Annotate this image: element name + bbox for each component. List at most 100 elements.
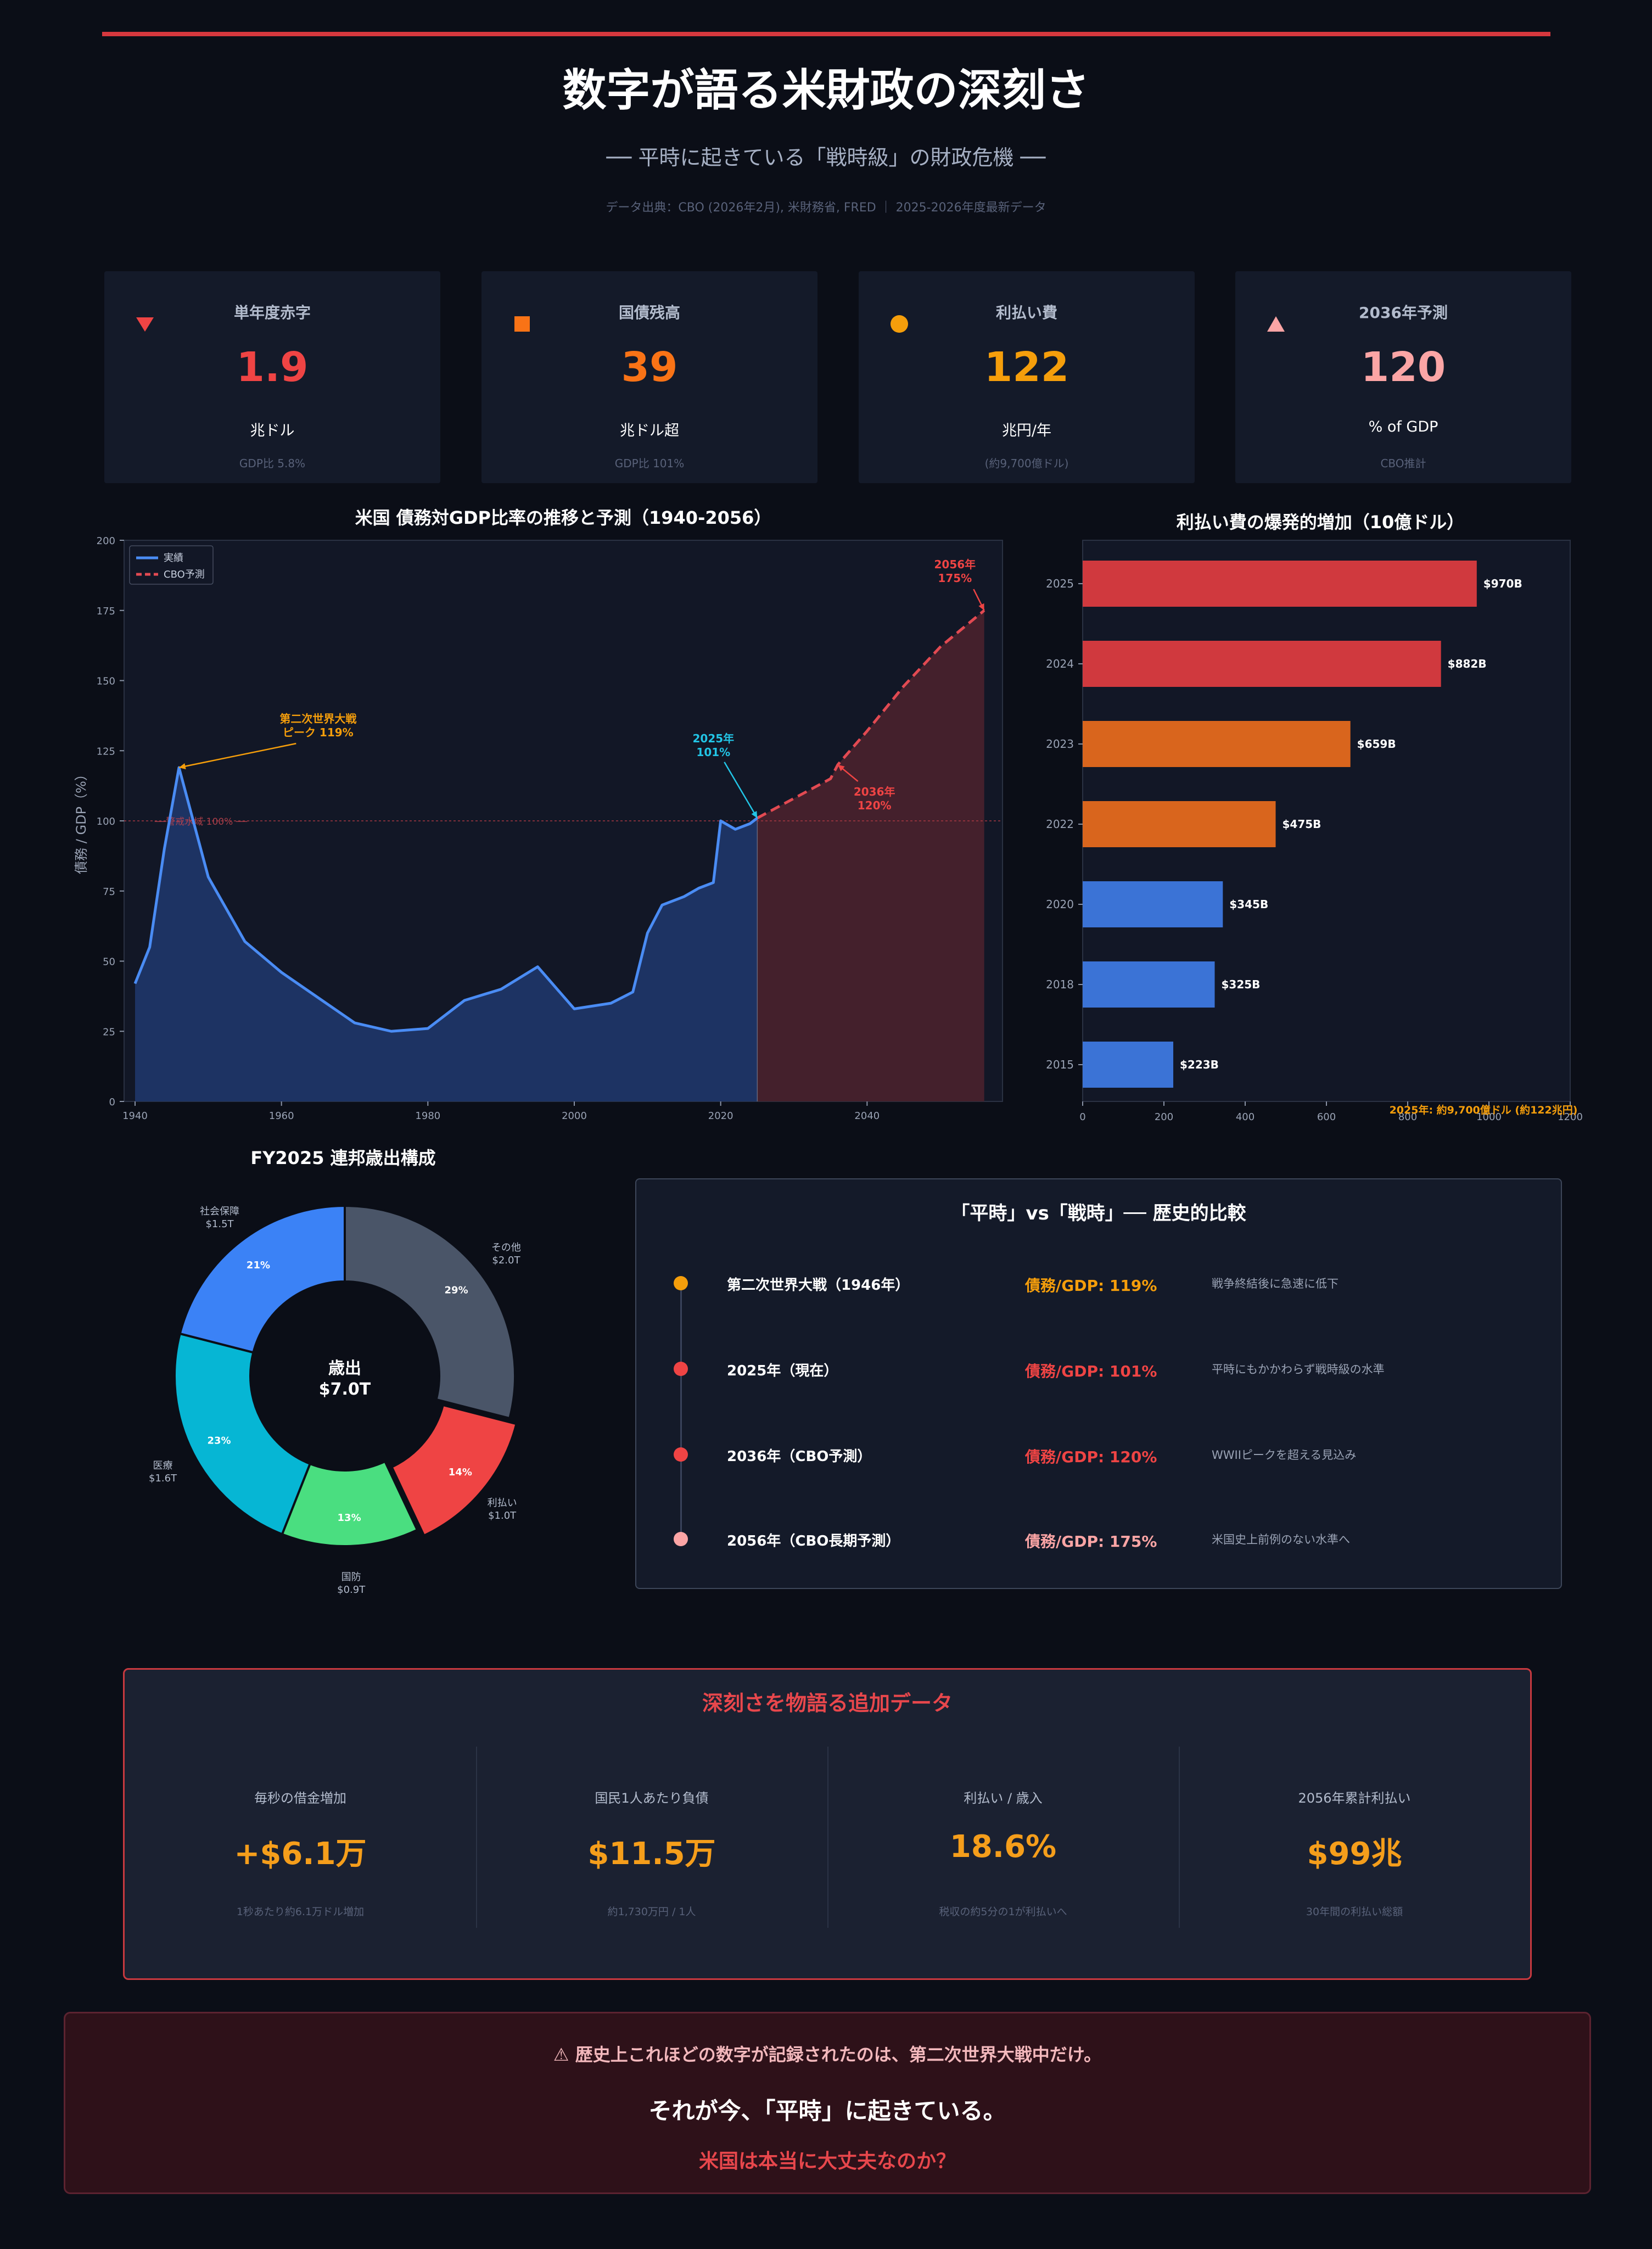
slice-name-label: 利払い bbox=[488, 1497, 517, 1509]
conclusion-question: 米国は本当に大丈夫なのか？ bbox=[698, 2150, 956, 2173]
annotation-arrowhead bbox=[838, 764, 845, 771]
annotation-label: 101% bbox=[696, 746, 730, 759]
forecast-area-fill bbox=[757, 610, 984, 1101]
forecast-series-line bbox=[757, 609, 985, 820]
timeline-row: 2025年（現在） 債務/GDP: 101% 平時にもかかわらず戦時級の水準 bbox=[636, 1352, 1561, 1385]
spending-chart-title: FY2025 連邦歳出構成 bbox=[250, 1148, 436, 1168]
slice-name-label: その他 bbox=[491, 1242, 521, 1254]
slice-amount-label: $0.9T bbox=[337, 1584, 366, 1596]
timeline-row: 2056年（CBO長期予測） 債務/GDP: 175% 米国史上前例のない水準へ bbox=[636, 1522, 1561, 1555]
annotation-arrowhead bbox=[179, 763, 186, 770]
category-label: 2025 bbox=[1046, 577, 1074, 590]
additional-data-title: 深刻さを物語る追加データ bbox=[702, 1691, 953, 1715]
stat-divider bbox=[476, 1747, 477, 1928]
x-tick-label: 1200 bbox=[1558, 1111, 1583, 1123]
bar bbox=[1083, 721, 1351, 767]
x-tick-label: 1940 bbox=[122, 1110, 148, 1122]
x-tick-label: 1960 bbox=[269, 1110, 294, 1122]
x-tick-label: 800 bbox=[1398, 1111, 1417, 1123]
x-tick-label: 1000 bbox=[1476, 1111, 1502, 1123]
donut-slice bbox=[390, 1403, 518, 1537]
x-tick-label: 2040 bbox=[854, 1110, 880, 1122]
x-tick-label: 1980 bbox=[415, 1110, 440, 1122]
donut-slice bbox=[178, 1204, 346, 1354]
slice-percent-label: 23% bbox=[207, 1435, 231, 1447]
kpi-value: 122 bbox=[984, 344, 1069, 391]
stat-label: 2056年累計利払い bbox=[1298, 1791, 1411, 1806]
y-tick-label: 150 bbox=[97, 676, 115, 687]
x-tick-label: 400 bbox=[1236, 1111, 1255, 1123]
timeline-event: 2025年（現在） bbox=[727, 1363, 838, 1379]
stat-column: 国民1人あたり負債 $11.5万 約1,730万円 / 1人 bbox=[476, 1747, 827, 1928]
category-label: 2020 bbox=[1046, 898, 1074, 911]
additional-data-panel: 深刻さを物語る追加データ 毎秒の借金増加 +$6.1万 1秒あたり約6.1万ドル… bbox=[123, 1668, 1532, 1980]
stat-label: 利払い / 歳入 bbox=[964, 1791, 1043, 1806]
kpi-unit: % of GDP bbox=[1368, 418, 1438, 435]
bar-value-label: $223B bbox=[1180, 1058, 1219, 1071]
category-label: 2023 bbox=[1046, 737, 1074, 751]
y-tick-label: 50 bbox=[103, 956, 115, 968]
x-tick-label: 600 bbox=[1317, 1111, 1336, 1123]
interest-chart-title: 利払い費の爆発的増加（10億ドル） bbox=[1176, 512, 1465, 533]
stat-note: 約1,730万円 / 1人 bbox=[607, 1906, 696, 1918]
bar-value-label: $325B bbox=[1222, 978, 1261, 991]
stat-divider bbox=[827, 1747, 828, 1928]
bar-value-label: $345B bbox=[1229, 898, 1268, 911]
kpi-note: (約9,700億ドル) bbox=[984, 457, 1069, 470]
kpi-value: 120 bbox=[1360, 344, 1446, 391]
timeline-dot bbox=[674, 1532, 688, 1546]
annotation-arrow bbox=[178, 742, 296, 769]
slice-name-label: 社会保障 bbox=[200, 1206, 239, 1217]
annotation-label: 2036年 bbox=[854, 785, 895, 798]
annotation-arrow bbox=[724, 762, 758, 819]
annotation-arrowhead bbox=[978, 603, 984, 611]
timeline-row: 第二次世界大戦（1946年） 債務/GDP: 119% 戦争終結後に急速に低下 bbox=[636, 1266, 1561, 1299]
actual-series-line bbox=[133, 766, 758, 1033]
bar bbox=[1083, 561, 1477, 607]
conclusion-warning: ⚠ 歴史上これほどの数字が記録されたのは、第二次世界大戦中だけ。 bbox=[553, 2044, 1102, 2065]
debt-to-gdp-chart: 0 25 50 75 100 125 150 175 200 1940 1960 1980 2000 20… bbox=[74, 535, 1003, 1122]
kpi-unit: 兆ドル bbox=[250, 422, 295, 439]
timeline-note: WWIIピークを超える見込み bbox=[1212, 1448, 1357, 1462]
timeline-stat: 債務/GDP: 101% bbox=[1025, 1362, 1157, 1380]
timeline-note: 戦争終結後に急速に低下 bbox=[1212, 1277, 1339, 1290]
header-accent-line bbox=[102, 32, 1550, 36]
slice-percent-label: 29% bbox=[445, 1284, 468, 1296]
slice-name-label: 国防 bbox=[341, 1571, 361, 1583]
y-tick-label: 75 bbox=[103, 886, 115, 898]
category-label: 2015 bbox=[1046, 1058, 1074, 1071]
kpi-card-debt: 国債残高 39 兆ドル超 GDP比 101% bbox=[481, 271, 817, 483]
timeline-note: 平時にもかかわらず戦時級の水準 bbox=[1212, 1363, 1385, 1376]
kpi-unit: 兆円/年 bbox=[1001, 422, 1052, 439]
y-tick-label: 100 bbox=[97, 816, 115, 827]
conclusion-statement: それが今、「平時」に起きている。 bbox=[648, 2097, 1006, 2124]
stat-value: +$6.1万 bbox=[234, 1836, 367, 1872]
timeline-dot bbox=[674, 1447, 688, 1462]
annotation-label: 175% bbox=[938, 572, 972, 585]
bar bbox=[1083, 961, 1215, 1008]
kpi-label: 2036年予測 bbox=[1359, 304, 1448, 322]
category-label: 2024 bbox=[1046, 657, 1074, 670]
stat-divider bbox=[1179, 1747, 1180, 1928]
slice-percent-label: 21% bbox=[247, 1260, 270, 1271]
stat-column: 利払い / 歳入 18.6% 税収の約5分の1が利払いへ bbox=[827, 1747, 1179, 1928]
kpi-label: 単年度赤字 bbox=[233, 304, 311, 322]
actual-area-fill bbox=[135, 767, 758, 1101]
kpi-card-interest: 利払い費 122 兆円/年 (約9,700億ドル) bbox=[859, 271, 1195, 483]
interest-bar-chart: 2025 $970B 2024 $882B 2023 $659B 2022 $475B 2020… bbox=[1046, 540, 1583, 1123]
data-source-note: データ出典：CBO (2026年2月), 米財務省, FRED ｜ 2025-2… bbox=[606, 201, 1046, 215]
timeline-line bbox=[680, 1289, 682, 1542]
stat-note: 30年間の利払い総額 bbox=[1306, 1906, 1403, 1918]
bar-value-label: $882B bbox=[1448, 657, 1487, 670]
comparison-title: 「平時」vs「戦時」── 歴史的比較 bbox=[951, 1202, 1246, 1224]
kpi-card-deficit: 単年度赤字 1.9 兆ドル GDP比 5.8% bbox=[104, 271, 440, 483]
bar-value-label: $659B bbox=[1357, 737, 1396, 751]
stat-label: 国民1人あたり負債 bbox=[595, 1791, 709, 1806]
x-tick-label: 0 bbox=[1079, 1111, 1085, 1123]
stat-note: 1秒あたり約6.1万ドル増加 bbox=[236, 1906, 365, 1918]
stat-column: 毎秒の借金増加 +$6.1万 1秒あたり約6.1万ドル増加 bbox=[125, 1747, 476, 1928]
donut-slice bbox=[173, 1332, 312, 1536]
donut-slice bbox=[281, 1459, 419, 1547]
triangle-down-icon bbox=[136, 317, 154, 332]
annotation-label: 120% bbox=[858, 799, 892, 812]
